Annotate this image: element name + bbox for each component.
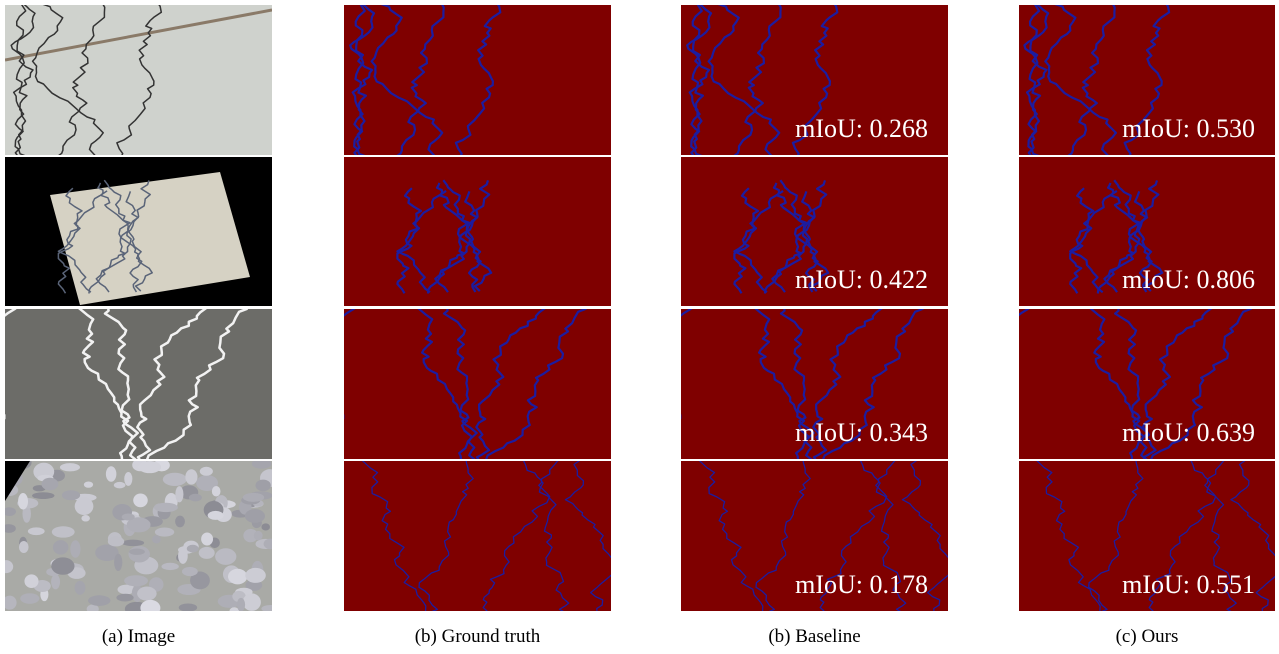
pebble — [252, 459, 272, 469]
pebble — [3, 507, 16, 516]
mask-bg — [344, 5, 611, 155]
panel — [344, 0, 611, 164]
pebble — [106, 466, 117, 481]
pebble — [152, 535, 161, 543]
pebble — [245, 568, 266, 583]
pebble — [140, 600, 160, 616]
pebble — [163, 473, 187, 486]
panel — [0, 456, 280, 616]
miou-label: mIoU: 0.268 — [795, 114, 928, 143]
caption: (a) Image — [102, 626, 175, 647]
pebble — [108, 536, 124, 546]
image-bg — [5, 5, 272, 155]
pebble — [75, 581, 86, 595]
pebble — [155, 528, 174, 537]
miou-label: mIoU: 0.639 — [1122, 418, 1255, 447]
pebble — [187, 545, 199, 553]
pebble — [201, 532, 213, 545]
pebble — [212, 486, 221, 497]
pebble — [200, 467, 213, 476]
pebble — [53, 540, 68, 554]
pebble — [75, 497, 94, 515]
image-bg — [5, 309, 272, 459]
pebble — [228, 569, 247, 585]
pebble — [138, 461, 161, 473]
pebble — [243, 493, 264, 502]
pebble — [70, 540, 80, 558]
pebble — [199, 547, 215, 559]
panel — [5, 0, 272, 164]
caption: (c) Ours — [1116, 626, 1179, 647]
pebble — [133, 493, 148, 507]
pebble — [215, 548, 236, 565]
pebble — [51, 557, 74, 574]
mask-bg — [344, 461, 611, 611]
pebble — [179, 603, 197, 611]
pebble — [122, 513, 135, 520]
pebble — [41, 478, 58, 491]
miou-label: mIoU: 0.530 — [1122, 114, 1255, 143]
pebble — [51, 574, 60, 589]
pebble — [3, 596, 17, 610]
pebble — [122, 540, 144, 547]
pebble — [261, 523, 270, 530]
pebble — [116, 594, 133, 602]
miou-label: mIoU: 0.343 — [795, 418, 928, 447]
pebble — [254, 531, 263, 540]
pebble — [18, 493, 28, 510]
miou-label: mIoU: 0.806 — [1122, 265, 1255, 294]
pebble — [114, 554, 122, 571]
pebble — [32, 492, 54, 499]
miou-label: mIoU: 0.178 — [795, 570, 928, 599]
pebble — [261, 605, 280, 612]
panel — [325, 304, 611, 468]
pebble — [175, 486, 183, 502]
pebble — [237, 598, 245, 612]
pebble — [137, 587, 156, 601]
panel — [5, 157, 272, 306]
pebble — [88, 595, 110, 606]
pebble — [129, 549, 145, 555]
pebble — [2, 524, 16, 533]
pebble — [243, 593, 261, 611]
pebble — [19, 541, 29, 553]
panel — [344, 456, 617, 620]
miou-label: mIoU: 0.551 — [1122, 570, 1255, 599]
pebble — [52, 526, 75, 537]
pebble — [185, 469, 197, 484]
miou-label: mIoU: 0.422 — [795, 265, 928, 294]
pebble — [189, 494, 202, 502]
pebble — [124, 575, 148, 586]
pebble — [182, 567, 198, 576]
pebble — [175, 516, 185, 528]
panel — [344, 157, 611, 306]
pebble — [20, 593, 39, 604]
pebble — [264, 539, 278, 550]
pebble — [60, 463, 80, 471]
pebble — [28, 527, 45, 535]
pebble — [154, 503, 178, 512]
pebble — [62, 490, 80, 500]
caption: (b) Baseline — [768, 626, 860, 647]
pebble — [124, 472, 132, 486]
pebble — [245, 509, 265, 523]
pebble — [161, 563, 178, 570]
mask-bg — [344, 309, 611, 459]
panel — [0, 304, 272, 468]
pebble — [84, 481, 93, 487]
caption: (b) Ground truth — [415, 626, 541, 647]
figure: (a) Image (b) Ground truth (b) Baseline (c)… — [0, 0, 1279, 654]
pebble — [81, 515, 90, 522]
panel-grid — [0, 0, 1279, 620]
pebble — [114, 482, 126, 488]
pebble — [208, 511, 224, 520]
pebble — [24, 574, 38, 588]
pebble — [255, 480, 270, 492]
pebble — [178, 548, 188, 564]
